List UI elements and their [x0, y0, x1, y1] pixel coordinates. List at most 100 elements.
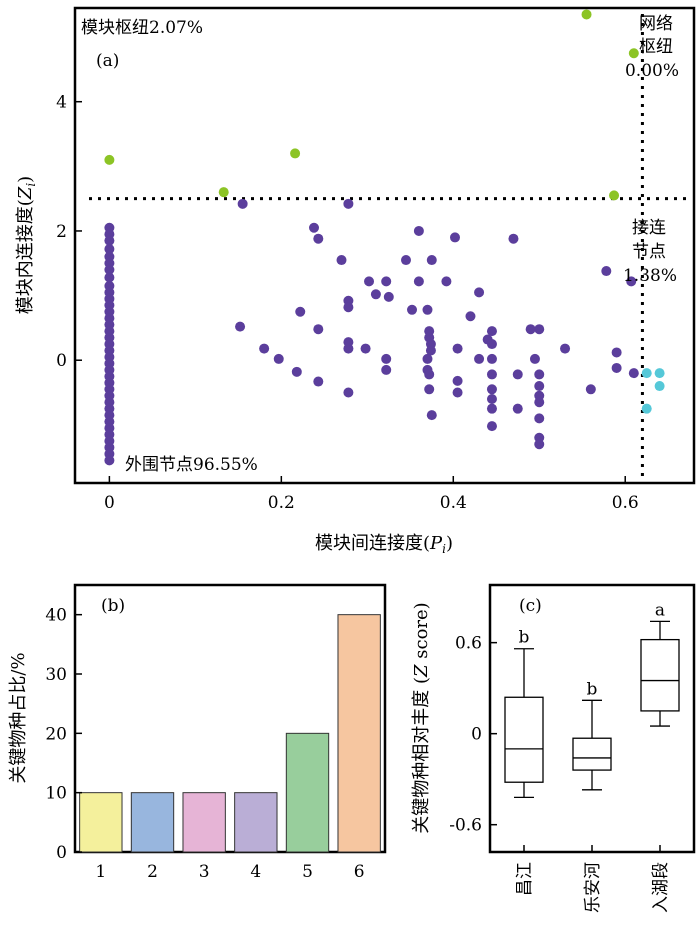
y-tick-label: 20 — [45, 724, 67, 744]
panel-a-y-label-sub: i — [24, 183, 38, 187]
y-tick-label: 0.6 — [455, 634, 482, 654]
x-tick-label: 乐安河 — [583, 862, 603, 913]
panel-a-points — [104, 9, 665, 466]
peripheral-point — [424, 369, 435, 380]
peripheral-point — [343, 302, 354, 313]
x-tick-label: 6 — [354, 862, 365, 882]
x-tick-label: 2 — [147, 862, 158, 882]
peripheral-point — [449, 232, 460, 243]
peripheral-point — [343, 198, 354, 209]
peripheral-point — [486, 384, 497, 395]
peripheral-point — [425, 345, 436, 356]
peripheral-point — [413, 225, 424, 236]
hub-point — [581, 9, 592, 20]
peripheral-point — [313, 324, 324, 335]
peripheral-point — [400, 255, 411, 266]
x-tick-label: 入湖段 — [651, 862, 671, 913]
bar-1 — [79, 792, 123, 853]
x-tick-label: 0.4 — [440, 493, 467, 513]
panel-a-x-label-var: P — [429, 533, 443, 554]
peripheral-point — [291, 366, 302, 377]
connectors-label-line2: 节点 — [632, 242, 666, 262]
peripheral-point — [474, 353, 485, 364]
panel-b-bar-chart: 0 10 20 30 40 1 2 3 4 5 6 (b) 关键物种占比/% — [8, 583, 387, 882]
peripheral-point — [104, 272, 115, 283]
peripheral-point — [534, 439, 545, 450]
peripheral-point — [452, 343, 463, 354]
connector-point — [641, 368, 652, 379]
peripheral-point — [486, 403, 497, 414]
iqr-box — [572, 737, 612, 771]
panel-a-y-label-var: Z — [15, 186, 36, 200]
peripheral-point — [611, 362, 622, 373]
hub-point — [628, 48, 639, 59]
panel-c-y-label-var: Z — [411, 664, 432, 678]
x-tick-label: 1 — [95, 862, 106, 882]
box-入湖段: a — [640, 600, 680, 727]
peripheral-point — [381, 276, 392, 287]
panel-a-y-axis-label: 模块内连接度(Zi) — [15, 176, 38, 314]
panel-a-y-label-close: ) — [15, 176, 36, 183]
bar-2 — [130, 792, 175, 853]
hub-point — [609, 190, 620, 201]
network-hubs-label-line2: 枢纽 — [639, 37, 673, 57]
peripheral-point — [237, 198, 248, 209]
peripheral-point — [370, 289, 381, 300]
peripheral-point — [383, 291, 394, 302]
peripheral-point — [585, 384, 596, 395]
y-tick-label: 4 — [56, 93, 67, 113]
peripheral-point — [486, 393, 497, 404]
panel-a-x-label-close: ) — [446, 533, 453, 554]
peripheral-point — [441, 276, 452, 287]
iqr-box — [504, 696, 544, 783]
bar-6 — [337, 614, 381, 853]
significance-letter: b — [587, 679, 598, 699]
peripheral-point — [381, 364, 392, 375]
panel-c-y-label-rest: score) — [411, 602, 432, 664]
peripheral-point — [534, 397, 545, 408]
peripheral-point — [424, 384, 435, 395]
peripheral-point — [104, 235, 115, 246]
x-tick-label: 4 — [250, 862, 261, 882]
peripheral-point — [235, 321, 246, 332]
connector-point — [654, 381, 665, 392]
peripheral-point — [104, 264, 115, 275]
y-tick-label: 0 — [56, 351, 67, 371]
y-tick-label: 2 — [56, 222, 67, 242]
peripheral-point — [534, 381, 545, 392]
panel-a-x-ticks: 0 0.2 0.4 0.6 — [104, 476, 639, 513]
significance-letter: a — [655, 600, 665, 620]
peripheral-point — [426, 410, 437, 421]
panel-b-frame — [73, 583, 387, 854]
peripheral-point — [422, 304, 433, 315]
peripheral-point — [381, 353, 392, 364]
peripheral-point — [343, 387, 354, 398]
peripheral-point — [413, 276, 424, 287]
peripheral-point — [452, 387, 463, 398]
peripheral-point — [486, 369, 497, 380]
iqr-box — [640, 638, 680, 712]
connectors-label-line1: 接连 — [632, 218, 666, 238]
peripheral-point — [525, 324, 536, 335]
peripheral-point — [336, 255, 347, 266]
peripheral-point — [626, 276, 637, 287]
peripheral-point — [452, 375, 463, 386]
peripheral-point — [343, 343, 354, 354]
peripheral-point — [486, 326, 497, 337]
panel-b-y-ticks: 0 10 20 30 40 — [45, 606, 82, 863]
peripheral-point — [313, 233, 324, 244]
connectors-pct: 1.38% — [623, 266, 677, 286]
peripheral-point — [465, 311, 476, 322]
panel-a-frame — [73, 6, 696, 485]
y-tick-label: 0 — [56, 843, 67, 863]
x-tick-label: 3 — [199, 862, 210, 882]
panel-a-x-axis-label: 模块间连接度(Pi) — [315, 533, 453, 556]
network-hubs-pct: 0.00% — [625, 61, 679, 81]
peripheral-point — [313, 376, 324, 387]
peripheral-point — [486, 353, 497, 364]
panel-a-label: (a) — [96, 51, 119, 71]
peripherals-label: 外围节点96.55% — [125, 455, 258, 475]
y-tick-label: 40 — [45, 606, 67, 626]
x-tick-label: 昌江 — [515, 862, 535, 896]
